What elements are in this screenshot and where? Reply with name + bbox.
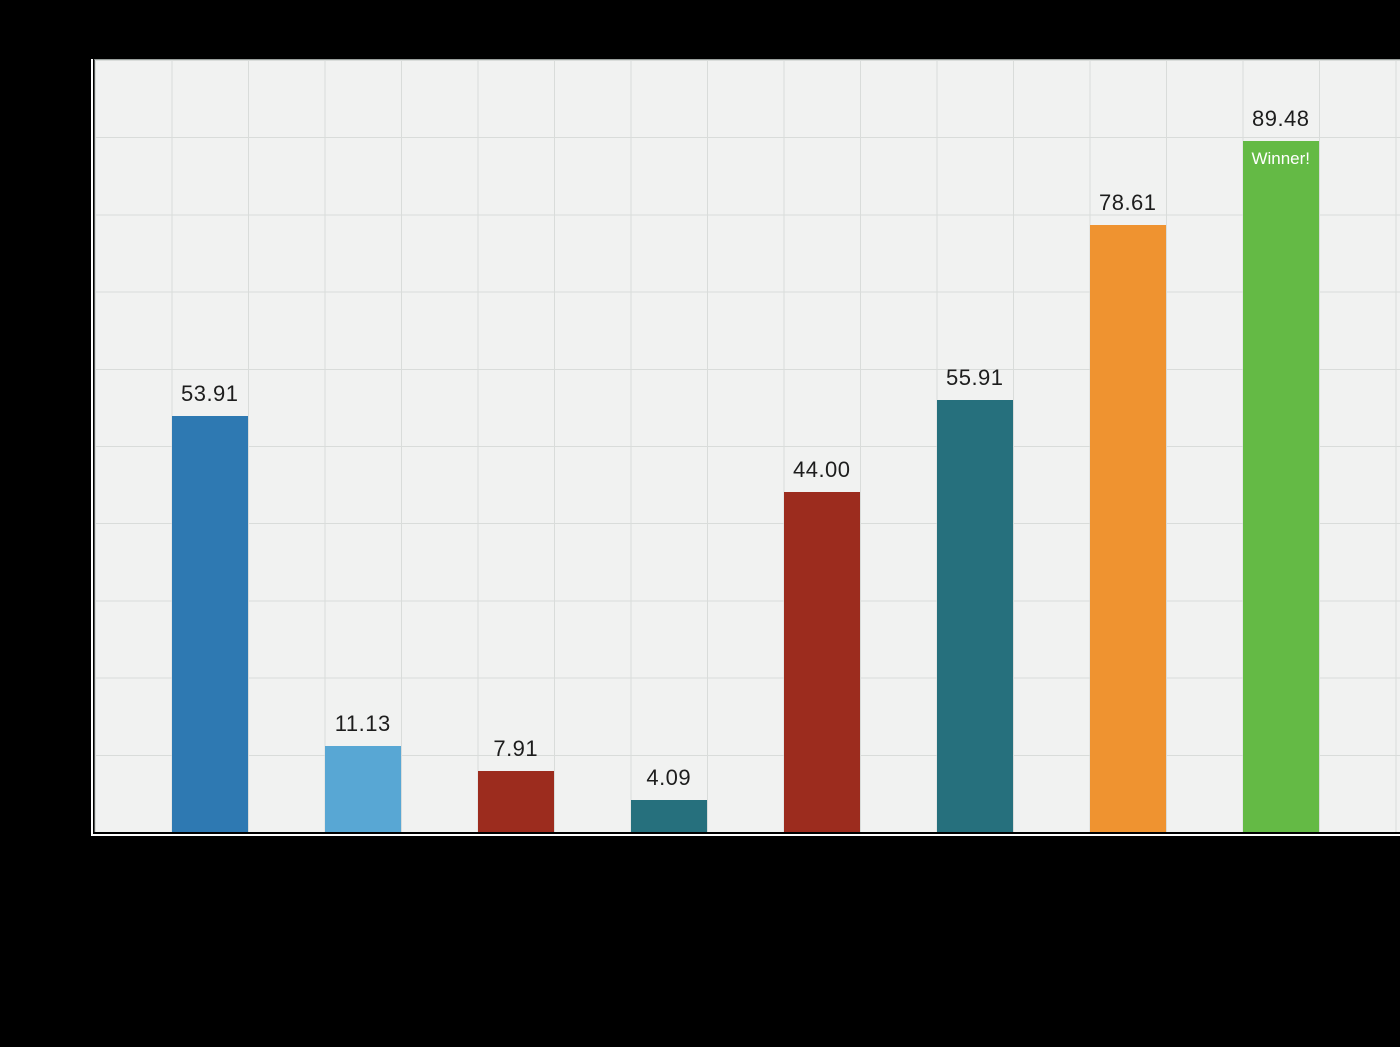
bar: 7.91 <box>477 736 554 832</box>
bar: 55.91 <box>936 365 1013 832</box>
x-axis-line <box>91 834 1400 836</box>
bar: 89.48 Winner! <box>1242 106 1319 832</box>
bar-value-label: 44.00 <box>792 457 851 483</box>
plot-area: 53.91 11.13 7.91 4.09 44.00 55.91 78.61 89.48 Wi… <box>91 59 1400 836</box>
bar-value-label: 4.09 <box>646 765 692 791</box>
winner-annotation: Winner! <box>1251 149 1311 169</box>
bars-layer: 53.91 11.13 7.91 4.09 44.00 55.91 78.61 89.48 Wi… <box>95 60 1400 832</box>
bar: 53.91 <box>171 381 248 832</box>
bar: 78.61 <box>1089 190 1166 832</box>
bar-value-label: 89.48 <box>1251 106 1310 132</box>
bar-value-label: 7.91 <box>493 735 539 761</box>
bar-value-label: 11.13 <box>334 711 391 737</box>
bar-value-label: 55.91 <box>945 365 1004 391</box>
bar-value-label: 78.61 <box>1098 190 1157 216</box>
bar: 4.09 <box>630 765 707 832</box>
bar-value-label: 53.91 <box>180 380 239 406</box>
bar: 44.00 <box>783 457 860 832</box>
bar: 11.13 <box>324 711 401 832</box>
y-axis-line <box>91 59 93 835</box>
